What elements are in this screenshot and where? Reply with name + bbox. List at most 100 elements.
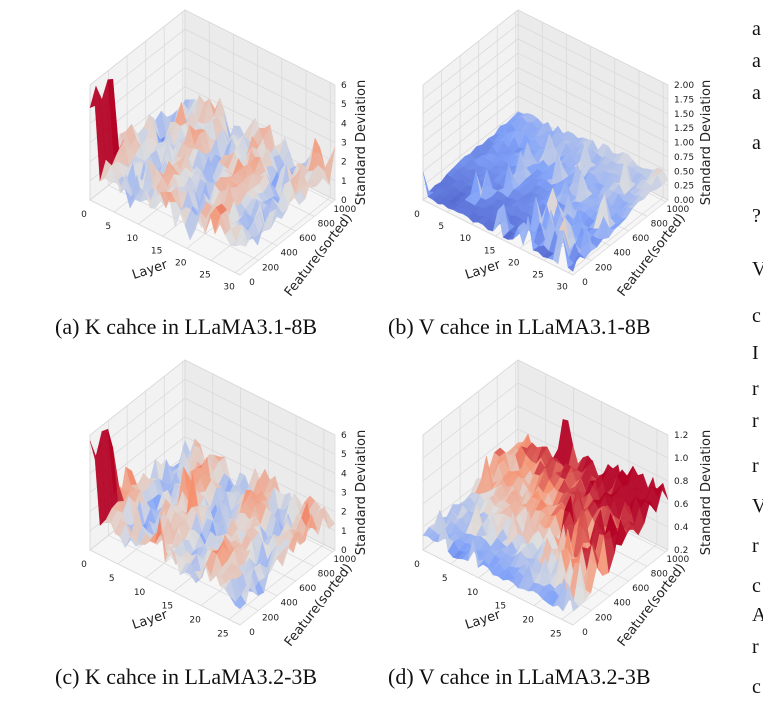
side-text-char: a (752, 82, 761, 104)
z-tick-label: 2 (341, 158, 347, 168)
surface (89, 79, 336, 247)
z-tick-label: 4 (341, 469, 347, 479)
z-tick-label: 1 (341, 177, 347, 187)
x-tick-label: 25 (550, 629, 561, 639)
surface (89, 428, 336, 610)
z-tick-label: 5 (341, 450, 347, 460)
x-tick-label: 10 (460, 234, 472, 244)
x-tick-label: 25 (199, 270, 210, 280)
y-tick-label: 400 (614, 599, 631, 609)
z-axis-title: Standard Deviation (354, 80, 369, 205)
z-tick-label: 0.50 (674, 167, 694, 177)
z-tick-label: 0 (341, 196, 347, 206)
y-tick-label: 0 (249, 278, 255, 288)
z-tick-label: 0.75 (674, 153, 694, 163)
caption-c: (c) K cahce in LLaMA3.2-3B (55, 664, 318, 689)
x-axis-title: Layer (463, 607, 503, 633)
z-tick-label: 0 (341, 546, 347, 556)
y-tick-label: 400 (281, 599, 298, 609)
side-text-char: c (752, 676, 761, 698)
z-tick-label: 0.25 (674, 182, 694, 192)
x-tick-label: 15 (484, 246, 495, 256)
x-tick-label: 15 (151, 246, 162, 256)
z-tick-label: 2.00 (674, 81, 694, 91)
x-tick-label: 25 (217, 629, 228, 639)
side-text-char: c (752, 305, 761, 327)
y-tick-label: 200 (262, 613, 279, 623)
x-axis-title: Layer (463, 257, 503, 283)
z-tick-label: 1.2 (674, 431, 688, 441)
y-tick-label: 800 (318, 219, 335, 229)
z-tick-label: 3 (341, 139, 347, 149)
x-tick-label: 0 (81, 210, 87, 220)
x-tick-label: 5 (438, 222, 444, 232)
y-tick-label: 600 (632, 234, 649, 244)
x-tick-label: 0 (81, 560, 87, 570)
side-text-char: r (752, 636, 759, 658)
side-text-char: ? (752, 205, 761, 227)
y-tick-label: 800 (651, 569, 668, 579)
x-tick-label: 25 (532, 270, 543, 280)
y-tick-label: 800 (318, 569, 335, 579)
y-tick-label: 0 (249, 628, 255, 638)
x-tick-label: 10 (127, 234, 139, 244)
z-tick-label: 0.6 (674, 500, 689, 510)
z-tick-label: 0.2 (674, 546, 688, 556)
y-tick-label: 0 (582, 278, 588, 288)
z-tick-label: 6 (341, 81, 347, 91)
z-tick-label: 1.50 (674, 110, 694, 120)
y-tick-label: 400 (614, 249, 631, 259)
z-tick-label: 0.00 (674, 196, 694, 206)
z-tick-label: 1.75 (674, 95, 694, 105)
z-tick-label: 4 (341, 119, 347, 129)
side-text-char: I (752, 342, 759, 364)
side-text-char: A (752, 604, 763, 626)
side-text-char: a (752, 132, 761, 154)
z-tick-label: 3 (341, 489, 347, 499)
y-tick-label: 200 (595, 263, 612, 273)
caption-a: (a) K cahce in LLaMA3.1-8B (55, 314, 318, 339)
z-tick-label: 1.00 (674, 139, 694, 149)
caption-d: (d) V cahce in LLaMA3.2-3B (388, 664, 651, 689)
z-tick-label: 5 (341, 100, 347, 110)
y-tick-label: 1000 (333, 555, 356, 565)
y-tick-label: 600 (299, 584, 316, 594)
side-text-char: r (752, 455, 759, 477)
x-tick-label: 0 (414, 210, 420, 220)
y-tick-label: 1000 (666, 205, 689, 215)
x-tick-label: 15 (495, 602, 506, 612)
side-text-char: V (752, 258, 763, 280)
x-tick-label: 5 (105, 222, 111, 232)
z-axis-title: Standard Deviation (354, 430, 369, 555)
z-axis-title: Standard Deviation (699, 80, 714, 205)
z-tick-label: 1.25 (674, 124, 694, 134)
caption-b: (b) V cahce in LLaMA3.1-8B (388, 314, 651, 339)
x-tick-label: 0 (414, 560, 420, 570)
x-tick-label: 20 (508, 258, 520, 268)
y-tick-label: 1000 (333, 205, 356, 215)
x-tick-label: 10 (134, 588, 146, 598)
side-text-char: a (752, 18, 761, 40)
side-text-char: r (752, 535, 759, 557)
side-text-char: V (752, 495, 763, 517)
side-text-char: c (752, 575, 761, 597)
z-tick-label: 1 (341, 527, 347, 537)
x-tick-label: 5 (442, 574, 448, 584)
z-tick-label: 0.4 (674, 523, 689, 533)
z-tick-label: 0.8 (674, 477, 689, 487)
y-tick-label: 200 (595, 613, 612, 623)
surface (422, 419, 669, 612)
y-tick-label: 600 (632, 584, 649, 594)
y-tick-label: 600 (299, 234, 316, 244)
x-tick-label: 20 (175, 258, 187, 268)
side-text-char: r (752, 410, 759, 432)
x-axis-title: Layer (130, 607, 170, 633)
x-tick-label: 10 (467, 588, 479, 598)
x-tick-label: 20 (522, 616, 534, 626)
y-tick-label: 0 (582, 628, 588, 638)
y-tick-label: 200 (262, 263, 279, 273)
